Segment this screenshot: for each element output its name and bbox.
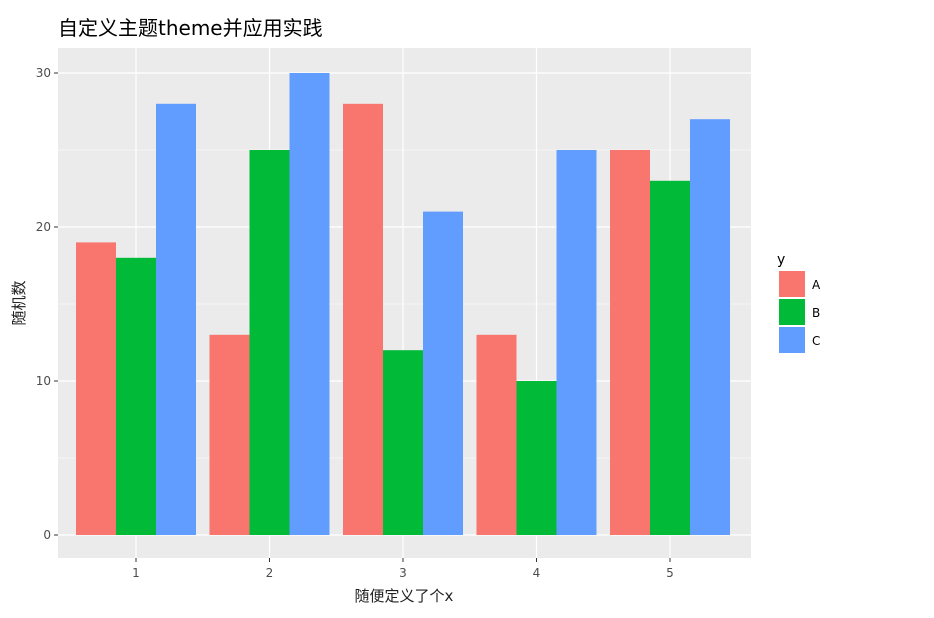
y-axis-title: 随机数 <box>10 280 28 325</box>
bar-A-4 <box>476 334 517 535</box>
y-tick-label: 30 <box>36 66 51 80</box>
bar-C-5 <box>690 119 730 535</box>
x-tick-label: 2 <box>266 566 274 580</box>
legend-swatch-B <box>779 299 805 325</box>
y-tick-label: 20 <box>36 220 51 234</box>
bar-A-1 <box>76 242 116 535</box>
bar-C-4 <box>556 150 597 535</box>
bar-C-2 <box>289 73 330 535</box>
legend-label-C: C <box>812 334 820 348</box>
bar-B-2 <box>249 150 290 535</box>
bars <box>76 73 730 536</box>
bar-B-4 <box>516 381 557 535</box>
x-tick-label: 5 <box>666 566 674 580</box>
y-tick-label: 0 <box>43 528 51 542</box>
x-axis: 1 2 3 4 5 <box>132 558 674 580</box>
bar-A-5 <box>610 150 650 535</box>
bar-A-3 <box>343 103 383 536</box>
bar-C-1 <box>156 103 196 536</box>
bar-B-5 <box>650 180 690 536</box>
legend-swatch-C <box>779 327 805 353</box>
bar-A-2 <box>209 334 250 535</box>
legend-title: y <box>777 252 785 268</box>
legend-label-B: B <box>812 306 820 320</box>
y-tick-label: 10 <box>36 374 51 388</box>
x-tick-label: 3 <box>399 566 407 580</box>
x-tick-label: 4 <box>533 566 541 580</box>
x-axis-title: 随便定义了个x <box>355 587 454 605</box>
legend-swatch-A <box>779 271 805 297</box>
chart-title: 自定义主题theme并应用实践 <box>58 16 323 40</box>
legend: y ABC <box>777 252 821 353</box>
bar-B-1 <box>116 257 156 535</box>
legend-label-A: A <box>812 278 821 292</box>
bar-B-3 <box>383 350 423 535</box>
x-tick-label: 1 <box>132 566 140 580</box>
bar-C-3 <box>423 211 463 535</box>
y-axis: 0 10 20 30 <box>36 66 58 542</box>
